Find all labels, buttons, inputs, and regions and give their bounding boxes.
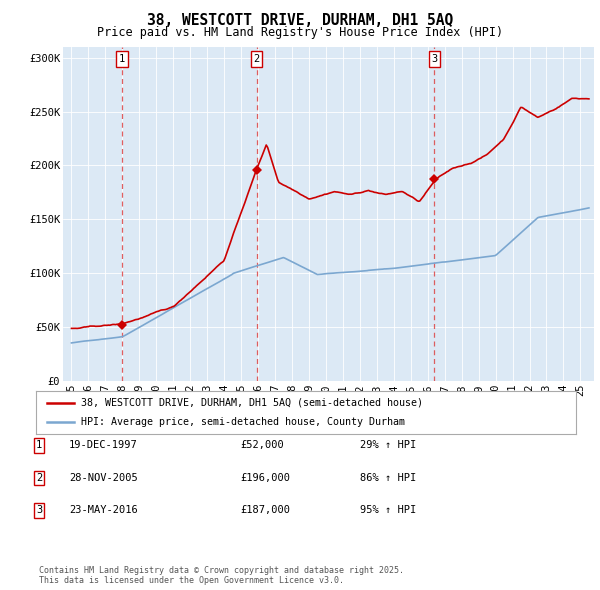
- Text: 28-NOV-2005: 28-NOV-2005: [69, 473, 138, 483]
- Text: 95% ↑ HPI: 95% ↑ HPI: [360, 506, 416, 515]
- Text: £187,000: £187,000: [240, 506, 290, 515]
- Text: HPI: Average price, semi-detached house, County Durham: HPI: Average price, semi-detached house,…: [81, 417, 405, 427]
- Text: 38, WESTCOTT DRIVE, DURHAM, DH1 5AQ: 38, WESTCOTT DRIVE, DURHAM, DH1 5AQ: [147, 13, 453, 28]
- Text: £52,000: £52,000: [240, 441, 284, 450]
- Text: 1: 1: [36, 441, 42, 450]
- Text: 1: 1: [119, 54, 125, 64]
- Text: 86% ↑ HPI: 86% ↑ HPI: [360, 473, 416, 483]
- Text: 23-MAY-2016: 23-MAY-2016: [69, 506, 138, 515]
- Text: Price paid vs. HM Land Registry's House Price Index (HPI): Price paid vs. HM Land Registry's House …: [97, 26, 503, 39]
- Text: 2: 2: [36, 473, 42, 483]
- Text: 29% ↑ HPI: 29% ↑ HPI: [360, 441, 416, 450]
- Text: £196,000: £196,000: [240, 473, 290, 483]
- Text: 3: 3: [431, 54, 437, 64]
- Text: 3: 3: [36, 506, 42, 515]
- Text: 38, WESTCOTT DRIVE, DURHAM, DH1 5AQ (semi-detached house): 38, WESTCOTT DRIVE, DURHAM, DH1 5AQ (sem…: [81, 398, 423, 408]
- Text: 2: 2: [253, 54, 260, 64]
- Text: Contains HM Land Registry data © Crown copyright and database right 2025.
This d: Contains HM Land Registry data © Crown c…: [39, 566, 404, 585]
- Text: 19-DEC-1997: 19-DEC-1997: [69, 441, 138, 450]
